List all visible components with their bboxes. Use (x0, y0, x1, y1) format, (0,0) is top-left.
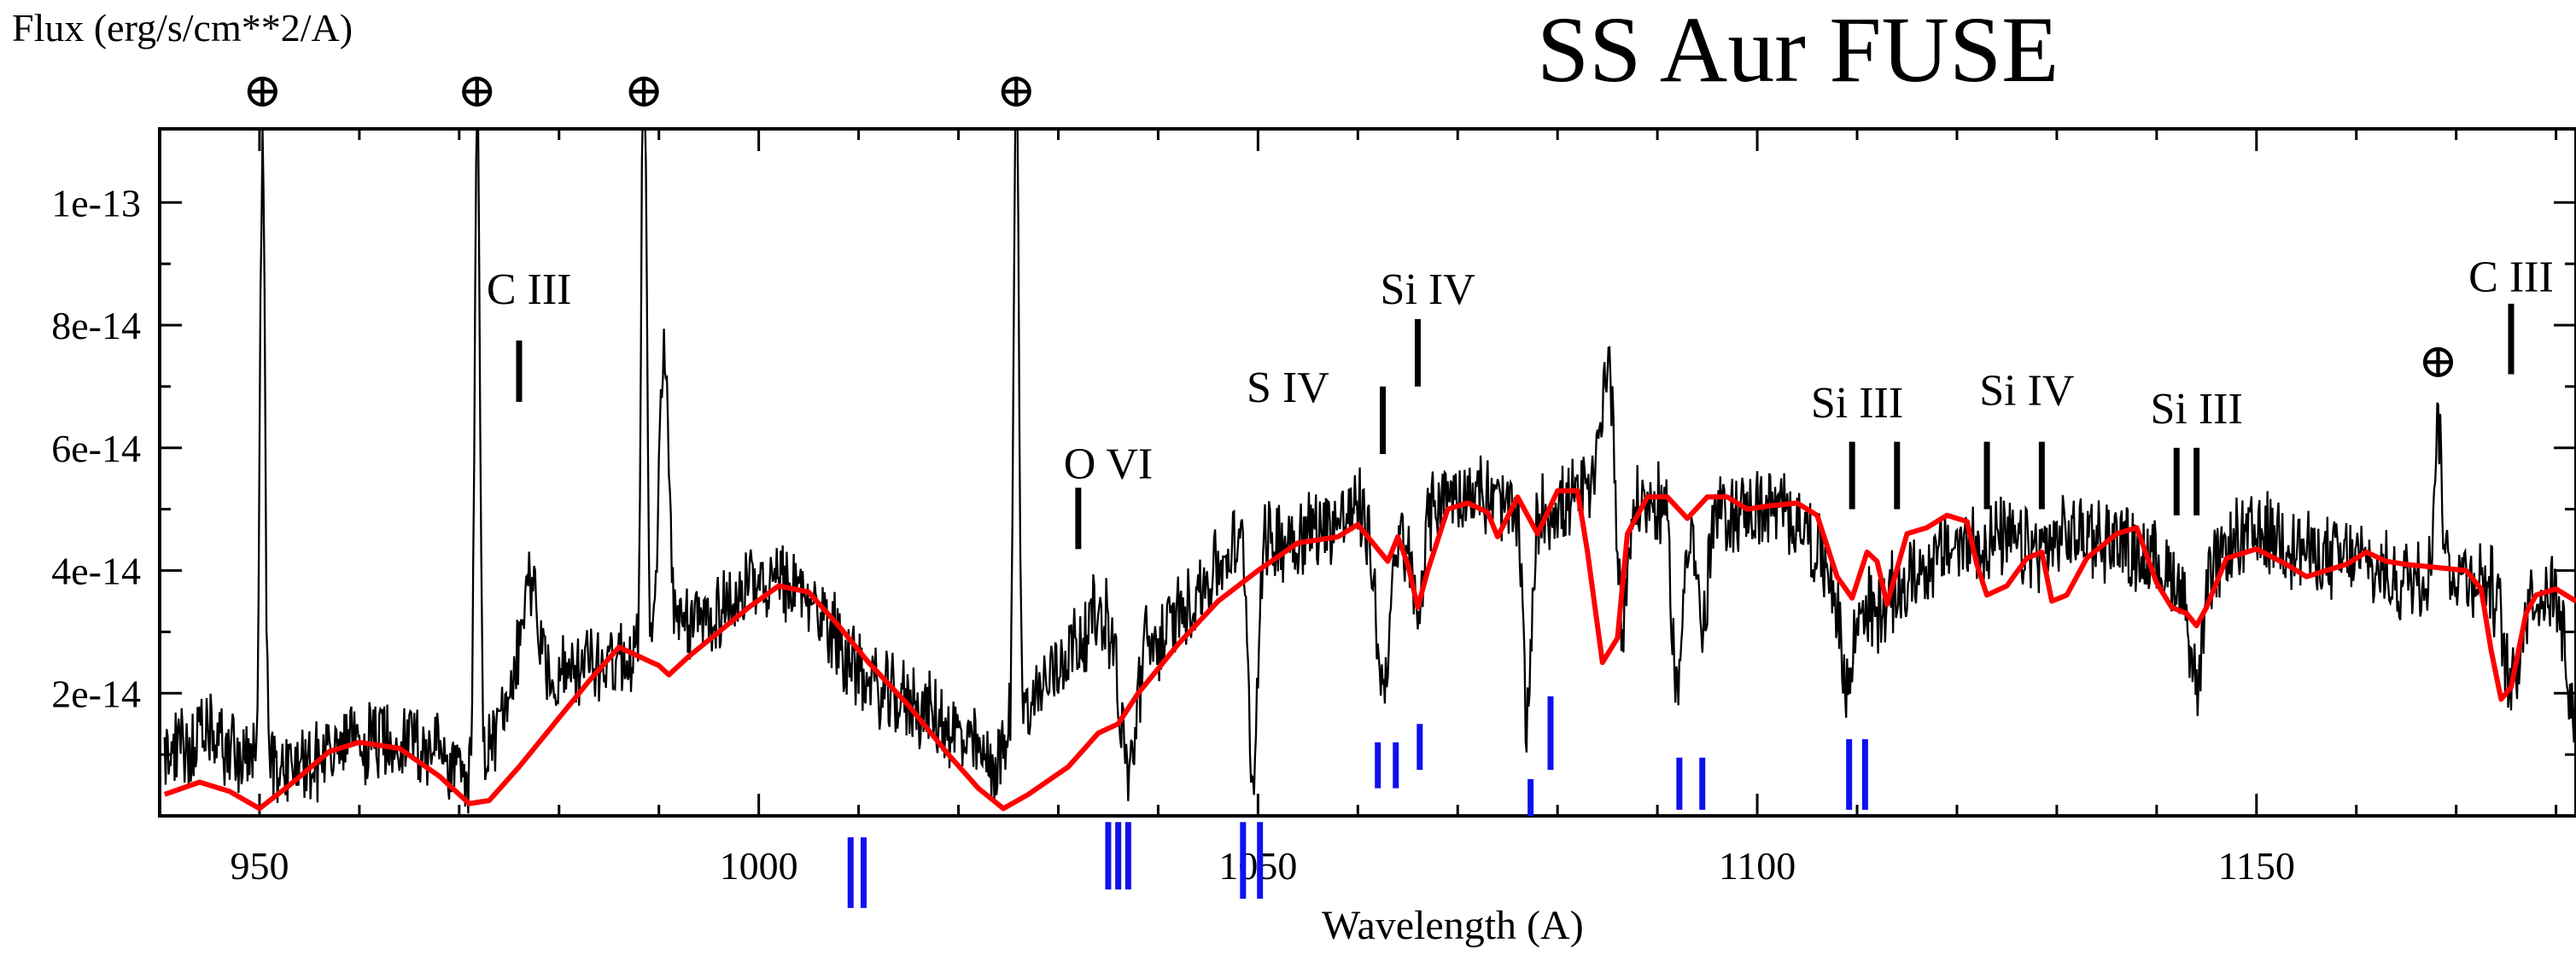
y-tick-label: 1e-13 (51, 181, 141, 224)
line-id-label: Si III (1811, 379, 1903, 428)
x-axis-label: Wavelength (A) (1322, 903, 1584, 948)
x-tick-label: 950 (230, 844, 289, 888)
earth-symbol-icon: ⊕ (457, 65, 497, 118)
line-id-label: O VI (1064, 440, 1153, 489)
observed-spectrum-line (163, 129, 2576, 814)
earth-symbol-icon: ⊕ (2418, 335, 2458, 388)
earth-symbol-icon: ⊕ (624, 65, 664, 118)
line-id-label: C III (2468, 253, 2554, 301)
earth-symbol-icon: ⊕ (242, 65, 283, 118)
y-tick-label: 6e-14 (51, 427, 141, 470)
x-tick-label: 1150 (2218, 844, 2295, 888)
x-tick-label: 1100 (1719, 844, 1796, 888)
earth-symbol-icon: ⊕ (996, 65, 1037, 118)
y-axis-label: Flux (erg/s/cm**2/A) (12, 6, 353, 49)
y-tick-label: 8e-14 (51, 304, 141, 347)
model-spectrum-line (163, 488, 2576, 812)
line-id-label: Si IV (1381, 265, 1475, 314)
plot-frame (158, 127, 2576, 818)
y-tick-label: 4e-14 (51, 550, 141, 593)
chart-title: SS Aur FUSE (1537, 0, 2059, 102)
line-id-label: Si IV (1979, 366, 2074, 415)
x-tick-label: 1000 (720, 844, 798, 888)
line-id-label: S IV (1247, 364, 1329, 412)
y-tick-label: 2e-14 (51, 672, 141, 715)
line-id-label: Si III (2150, 385, 2242, 434)
line-id-label: C III (487, 265, 572, 314)
